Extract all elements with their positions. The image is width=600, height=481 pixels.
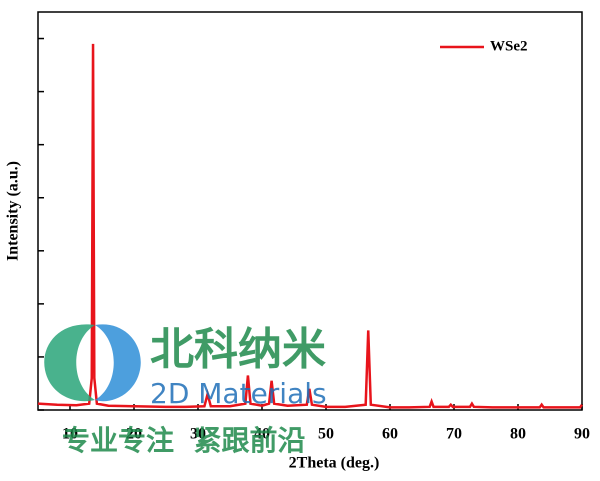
logo-left	[44, 324, 95, 402]
x-tick-label: 60	[382, 426, 398, 443]
x-axis-label: 2Theta (deg.)	[289, 455, 380, 472]
plot-frame	[37, 11, 583, 411]
logo-right	[95, 324, 141, 402]
x-tick-label: 90	[574, 426, 590, 443]
watermark-slogan: 专业专注 紧跟前沿	[62, 424, 306, 457]
x-tick-label: 40	[254, 426, 270, 443]
x-tick-label: 80	[510, 426, 526, 443]
x-tick-label: 10	[62, 426, 78, 443]
watermark-brand: 北科纳米	[150, 324, 326, 375]
x-tick-label: 50	[318, 426, 334, 443]
x-tick-label: 70	[446, 426, 462, 443]
legend-label: WSe2	[490, 38, 528, 54]
x-tick-label: 20	[126, 426, 142, 443]
x-tick-label: 30	[190, 426, 206, 443]
watermark: 北科纳米 2D Materials 专业专注 紧跟前沿	[44, 324, 327, 457]
y-axis-label: Intensity (a.u.)	[5, 161, 22, 261]
data-line	[37, 43, 584, 409]
watermark-subtitle: 2D Materials	[150, 377, 327, 410]
